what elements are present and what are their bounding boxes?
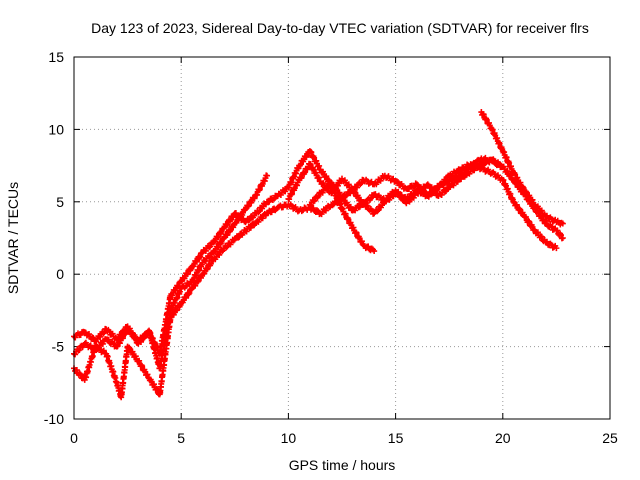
data-point-run xyxy=(168,285,184,312)
x-axis-label: GPS time / hours xyxy=(289,457,396,473)
data-point-run xyxy=(179,265,195,284)
data-points xyxy=(71,109,566,401)
y-tick-label: 15 xyxy=(48,49,64,65)
data-point xyxy=(559,220,566,227)
data-point-run xyxy=(168,278,184,299)
data-point-run xyxy=(221,221,237,240)
data-point-run xyxy=(339,205,355,232)
data-point-run xyxy=(157,316,174,396)
data-point-run xyxy=(254,172,270,198)
data-point-run xyxy=(522,188,538,208)
data-point xyxy=(263,172,270,179)
data-point xyxy=(135,337,142,344)
data-point-run xyxy=(479,111,495,132)
data-point-run xyxy=(118,344,131,398)
plot-frame xyxy=(73,56,611,420)
data-point-run xyxy=(243,192,259,211)
data-point-run xyxy=(265,205,280,216)
data-point xyxy=(414,181,421,188)
data-point xyxy=(371,248,378,255)
data-point-run xyxy=(286,164,302,191)
data-point-run xyxy=(157,294,174,355)
data-point-run xyxy=(211,246,227,263)
data-point-run xyxy=(72,367,87,382)
y-axis-label: SDTVAR / TECUs xyxy=(5,182,21,294)
y-tick-label: 10 xyxy=(48,121,64,137)
data-point-run xyxy=(168,302,184,321)
data-point-run xyxy=(458,169,473,183)
data-point-run xyxy=(114,326,130,350)
data-point-run xyxy=(543,212,559,225)
data-point-run xyxy=(125,344,141,365)
x-axis-ticks: 0 5 10 15 20 25 xyxy=(70,57,618,446)
data-point-run xyxy=(318,202,334,218)
data-point xyxy=(559,235,566,241)
x-tick-label: 15 xyxy=(388,430,404,446)
data-point-run xyxy=(189,250,205,270)
data-point-run xyxy=(511,169,527,191)
data-point-run xyxy=(543,238,559,251)
data-point-run xyxy=(307,189,323,209)
y-tick-label: 5 xyxy=(56,194,64,210)
series-track-1 xyxy=(71,172,270,372)
chart-title: Day 123 of 2023, Sidereal Day-to-day VTE… xyxy=(91,20,589,36)
x-tick-label: 25 xyxy=(602,430,618,446)
data-point-run xyxy=(511,199,527,218)
data-point-run xyxy=(372,191,387,203)
data-point-run xyxy=(286,176,302,203)
data-point-run xyxy=(500,177,516,203)
y-tick-label: -5 xyxy=(52,339,65,355)
y-tick-label: -10 xyxy=(44,411,64,427)
data-point-run xyxy=(404,180,419,192)
data-point-run xyxy=(189,272,205,291)
x-tick-label: 10 xyxy=(281,430,297,446)
data-point-run xyxy=(221,211,237,230)
data-point-run xyxy=(146,330,163,356)
y-tick-label: 0 xyxy=(56,266,64,282)
data-point-run xyxy=(532,229,548,245)
data-point-run xyxy=(93,325,109,345)
data-point-run xyxy=(296,160,312,182)
data-point-run xyxy=(543,220,559,233)
x-tick-label: 5 xyxy=(177,430,185,446)
grid-lines xyxy=(74,57,610,419)
data-point-run xyxy=(254,200,269,216)
data-point-run xyxy=(307,148,323,173)
data-point-run xyxy=(136,357,152,381)
series-track-6 xyxy=(478,109,566,228)
x-tick-label: 0 xyxy=(70,430,78,446)
data-point-run xyxy=(361,243,376,254)
data-point-run xyxy=(393,188,409,205)
data-point-run xyxy=(82,343,98,381)
data-point-run xyxy=(72,342,87,358)
data-point-run xyxy=(350,224,366,247)
data-point xyxy=(553,245,560,252)
series-track-3 xyxy=(71,160,560,401)
data-point-run xyxy=(489,126,506,153)
data-point-run xyxy=(243,220,259,235)
data-point-run xyxy=(554,217,565,228)
data-point-run xyxy=(500,149,516,175)
series-track-2 xyxy=(71,148,378,358)
y-axis-ticks: -10 -5 0 5 10 15 xyxy=(44,49,610,427)
data-point-run xyxy=(307,161,323,185)
data-point-run xyxy=(189,261,205,284)
data-point-run xyxy=(103,352,120,385)
data-point-run xyxy=(286,201,301,215)
x-tick-label: 20 xyxy=(495,430,511,446)
data-point-run xyxy=(179,286,195,306)
data-point-run xyxy=(500,163,516,183)
